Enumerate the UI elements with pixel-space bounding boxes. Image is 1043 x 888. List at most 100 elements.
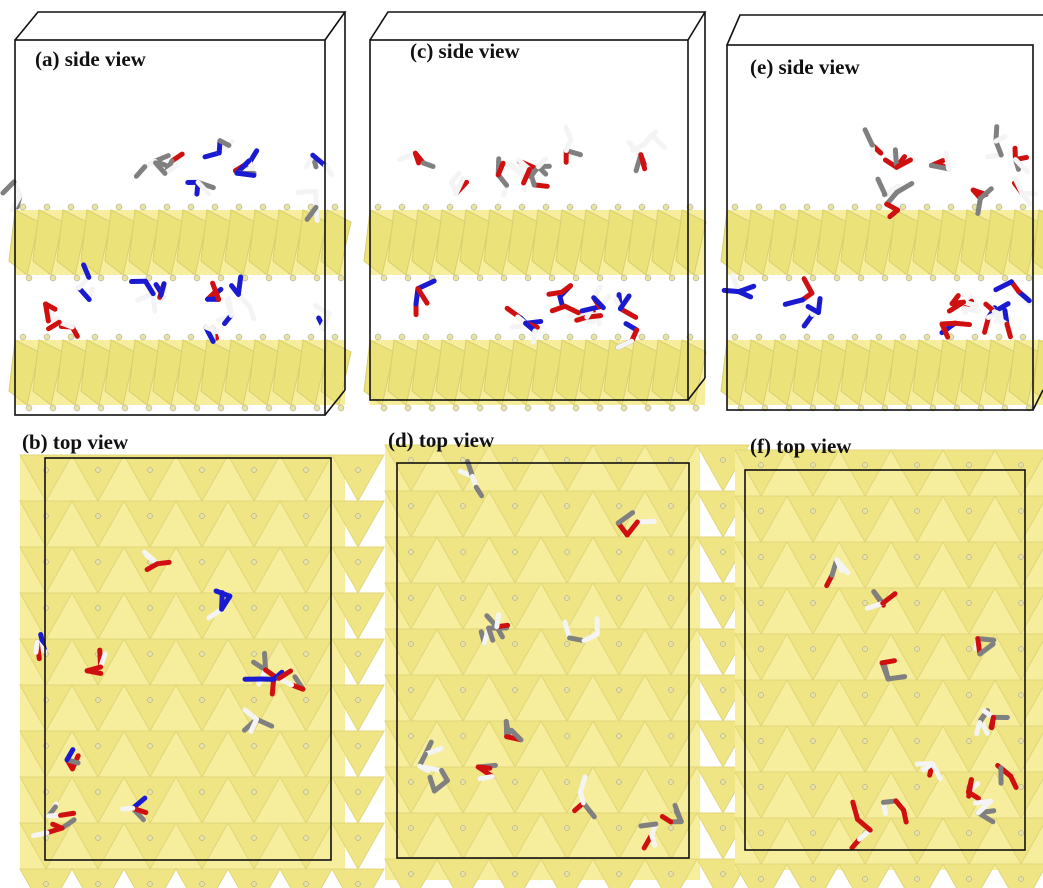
- panel-label: (f) top view: [750, 434, 852, 458]
- atom: [731, 203, 739, 211]
- atom: [966, 554, 972, 560]
- bond: [495, 160, 506, 178]
- atom: [720, 825, 726, 831]
- bond: [397, 150, 418, 162]
- octahedron: [387, 209, 419, 276]
- atom: [923, 333, 931, 341]
- atom: [121, 404, 129, 412]
- bond: [415, 278, 437, 292]
- bond: [617, 293, 632, 312]
- bond: [1004, 321, 1013, 340]
- octahedron: [994, 863, 1043, 888]
- atom: [564, 779, 570, 785]
- atom: [235, 203, 243, 211]
- panel-label: (e) side view: [750, 55, 860, 79]
- octahedron: [279, 822, 333, 871]
- bond: [427, 774, 437, 794]
- bond: [81, 262, 92, 280]
- atom: [398, 333, 406, 341]
- octahedron: [675, 339, 707, 406]
- atom: [564, 733, 570, 739]
- bond: [153, 160, 168, 176]
- atom: [899, 203, 907, 211]
- octahedron: [483, 339, 515, 406]
- octahedron: [123, 822, 177, 871]
- octahedron: [488, 628, 542, 677]
- atom: [966, 830, 972, 836]
- octahedron: [459, 209, 491, 276]
- atom: [758, 600, 764, 606]
- octahedron: [816, 339, 848, 406]
- atom: [966, 738, 972, 744]
- atom: [460, 779, 466, 785]
- atom: [810, 600, 816, 606]
- bond: [477, 774, 495, 782]
- atom: [720, 871, 726, 877]
- octahedron: [279, 776, 333, 825]
- octahedron: [942, 817, 996, 866]
- octahedron: [384, 444, 438, 493]
- atom: [914, 830, 920, 836]
- octahedron: [768, 339, 800, 406]
- atom: [313, 404, 321, 412]
- atom: [91, 203, 99, 211]
- atom: [408, 641, 414, 647]
- atom: [408, 733, 414, 739]
- atom: [355, 835, 361, 841]
- octahedron: [816, 209, 848, 276]
- octahedron: [435, 209, 467, 276]
- octahedron: [71, 776, 125, 825]
- octahedron: [942, 633, 996, 682]
- octahedron: [786, 817, 840, 866]
- bond: [64, 747, 76, 763]
- bond: [638, 152, 648, 172]
- atom: [542, 203, 550, 211]
- panel-label: (c) side view: [410, 39, 520, 63]
- atom: [169, 274, 177, 282]
- atom: [929, 274, 937, 282]
- bond: [312, 303, 332, 317]
- octahedron: [227, 546, 281, 595]
- bond: [672, 802, 684, 825]
- atom: [668, 641, 674, 647]
- octahedron: [507, 209, 539, 276]
- atom: [668, 595, 674, 601]
- bond: [939, 321, 951, 340]
- atom: [25, 274, 33, 282]
- bond: [634, 518, 657, 525]
- atom: [331, 203, 339, 211]
- octahedron: [786, 771, 840, 820]
- octahedron: [644, 628, 698, 677]
- atom: [313, 274, 321, 282]
- bond: [135, 291, 156, 303]
- octahedron: [540, 812, 594, 861]
- octahedron: [104, 339, 136, 406]
- bond: [219, 593, 233, 612]
- atom: [564, 641, 570, 647]
- atom: [199, 697, 205, 703]
- bond: [133, 164, 148, 179]
- atom: [616, 825, 622, 831]
- atom: [408, 503, 414, 509]
- octahedron: [71, 500, 125, 549]
- atom: [193, 274, 201, 282]
- bond: [142, 549, 161, 567]
- octahedron: [994, 817, 1043, 866]
- atom: [616, 641, 622, 647]
- atom: [19, 203, 27, 211]
- atom: [470, 333, 478, 341]
- bond: [310, 152, 329, 169]
- atom: [404, 274, 412, 282]
- bond: [946, 299, 967, 314]
- octahedron: [994, 771, 1043, 820]
- octahedron: [19, 868, 73, 888]
- atom: [139, 203, 147, 211]
- bond: [805, 304, 821, 316]
- atom: [596, 274, 604, 282]
- bond: [422, 746, 444, 757]
- atom: [460, 825, 466, 831]
- atom: [1018, 508, 1024, 514]
- atom: [199, 605, 205, 611]
- bond: [234, 170, 257, 178]
- atom: [1018, 738, 1024, 744]
